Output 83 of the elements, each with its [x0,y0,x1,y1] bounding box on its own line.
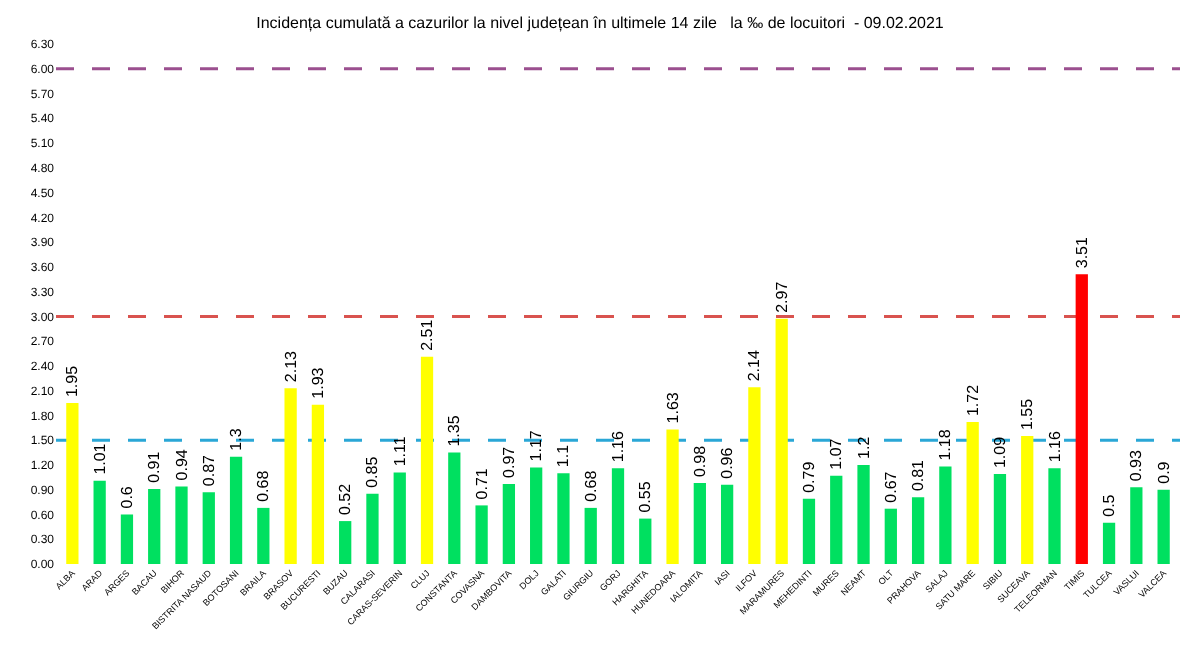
bar [584,507,597,564]
bar [748,387,761,564]
bar [475,505,488,564]
bar [120,514,134,564]
data-label: 0.91 [145,450,164,483]
data-label: 0.98 [690,444,709,478]
bar [1130,487,1143,564]
data-label: 1.16 [609,430,627,463]
data-label: 1.1 [554,443,573,468]
data-label: 0.93 [1127,449,1146,482]
data-label: 0.71 [472,467,491,500]
bar [93,480,106,564]
data-label: 1.17 [527,429,546,462]
bar [502,483,516,564]
data-label: 1.55 [1018,397,1037,431]
bar [720,484,734,564]
data-label: 1.18 [936,428,955,461]
data-label: 1.72 [963,383,982,417]
data-label: 1.16 [1045,430,1064,463]
bar [775,318,788,564]
bar [830,475,843,564]
bar [175,486,188,564]
bar [1075,274,1088,564]
bar [366,493,379,564]
data-label: 1.93 [308,366,327,399]
bar [339,521,352,564]
chart-title: Incidența cumulată a cazurilor la nivel județean în ultimele 14 zile la ‰ de locuitori - 09.02.2021 [256,13,945,32]
data-label: 0.96 [718,446,737,479]
data-label: 0.55 [636,480,655,513]
bar [311,404,325,564]
data-label: 2.97 [772,280,791,313]
data-label: 1.2 [854,435,873,459]
data-label: 2.14 [745,349,764,382]
bar [202,492,215,564]
data-label: 1.11 [390,435,409,467]
data-label: 0.52 [336,482,355,516]
bar [393,472,406,564]
data-label: 1.3 [227,427,246,451]
bar [557,473,570,564]
bar [939,466,952,564]
data-label: 0.97 [499,445,518,478]
bar [284,388,297,564]
data-label: 1.95 [63,364,82,398]
data-label: 2.13 [281,349,300,383]
bar [802,498,816,564]
bar [611,468,625,564]
data-label: 0.9 [1154,460,1173,484]
data-label: 1.63 [663,391,682,424]
bar [911,497,925,564]
data-label: 0.79 [799,460,818,493]
data-label: 1.07 [827,437,846,470]
bar [229,456,243,564]
data-label: 0.68 [581,469,600,502]
data-label: 0.67 [881,470,900,503]
data-label: 0.5 [1100,493,1119,517]
data-label: 1.09 [990,435,1009,469]
data-label: 2.51 [418,318,437,351]
data-label: 3.51 [1072,236,1091,269]
bar [966,422,979,564]
data-label: 0.87 [199,453,218,487]
bar [530,467,543,564]
data-label: 1.01 [90,442,109,475]
bar [66,403,79,564]
data-label: 1.35 [445,414,464,447]
bar [420,356,434,564]
bar [1021,436,1034,564]
bar [1048,468,1061,564]
bar [448,452,461,564]
bar [148,488,161,564]
bar [257,507,270,564]
data-label: 0.94 [172,448,191,481]
bar [993,474,1007,564]
bar [666,429,679,564]
bar [1157,489,1170,564]
data-label: 0.6 [117,485,136,509]
bar [884,508,897,564]
data-label: 0.68 [254,469,273,502]
bar [693,483,706,564]
data-label: 0.81 [909,458,928,492]
bar [857,464,870,564]
bar [1102,522,1116,564]
data-label: 0.85 [363,455,382,488]
bar [639,518,652,564]
